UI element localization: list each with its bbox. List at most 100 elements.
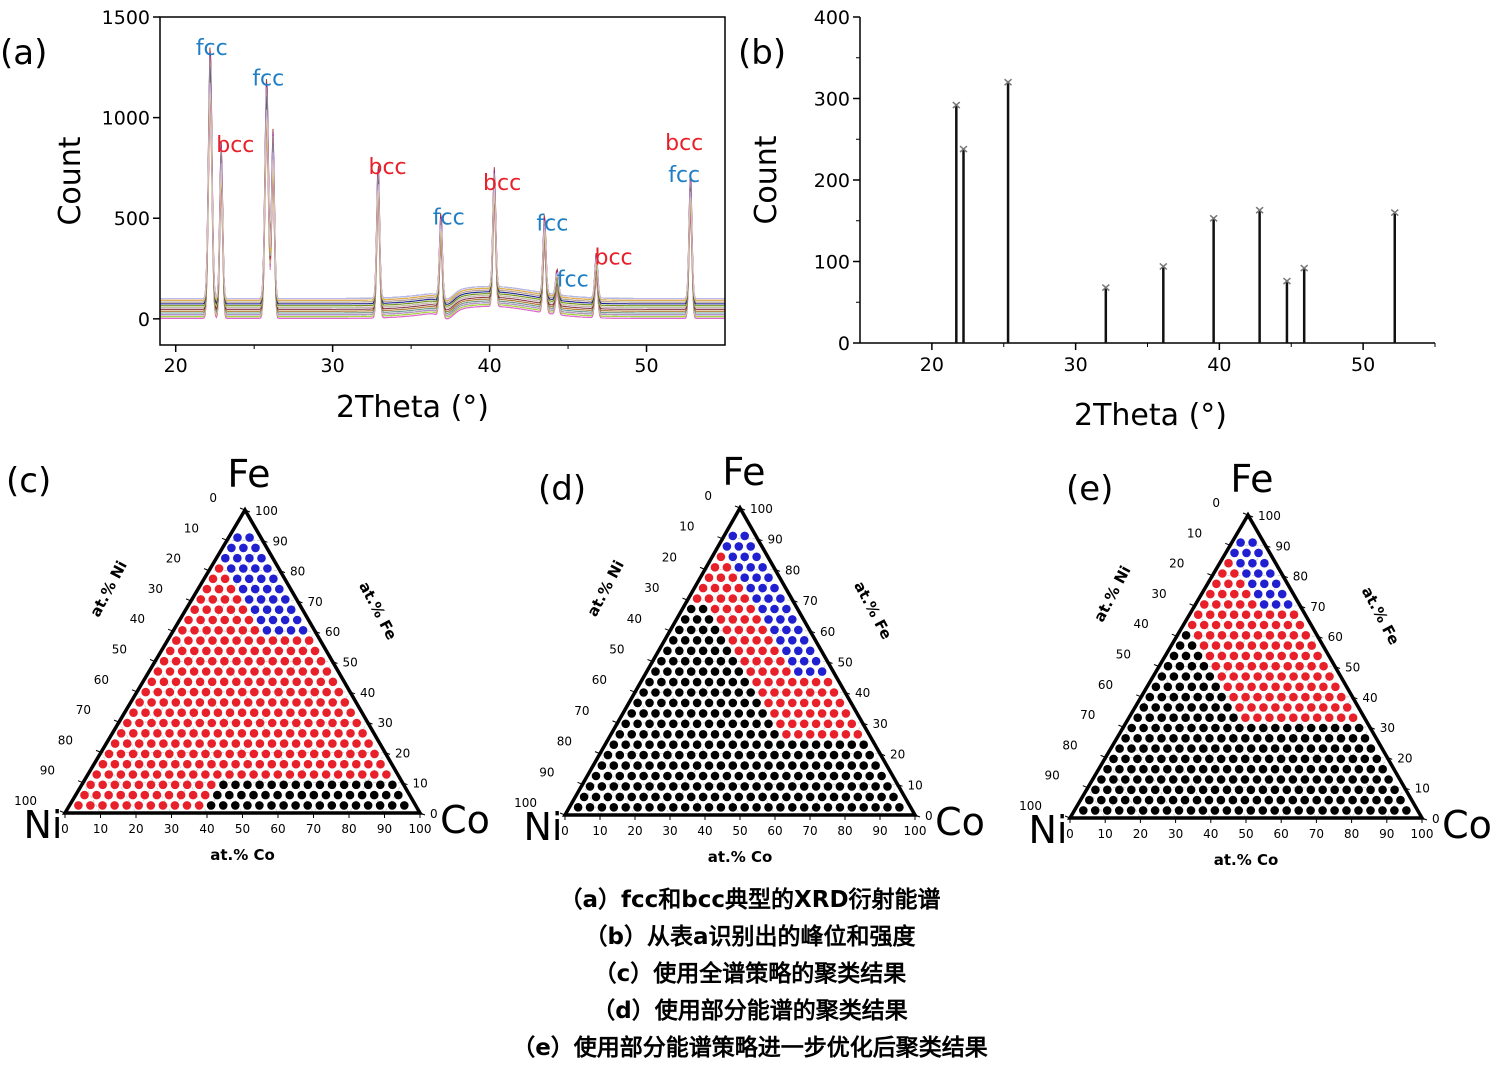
composition-point: [794, 750, 803, 760]
tick-mark: [1136, 694, 1142, 698]
composition-point: [829, 709, 839, 718]
composition-point: [1241, 589, 1251, 599]
composition-point: [1180, 795, 1190, 805]
composition-point: [292, 698, 301, 707]
composition-point: [1294, 785, 1304, 795]
ni-tick-label: 40: [130, 612, 145, 626]
composition-point: [201, 687, 211, 697]
composition-point: [770, 688, 779, 697]
composition-point: [1151, 723, 1160, 733]
composition-point: [710, 730, 720, 739]
composition-point: [255, 718, 265, 728]
composition-point: [805, 667, 815, 676]
ni-tick-label: 70: [574, 704, 589, 718]
composition-point: [1283, 723, 1292, 733]
composition-point: [1259, 661, 1268, 671]
composition-point: [633, 782, 642, 791]
composition-point: [680, 761, 690, 770]
composition-point: [1253, 631, 1263, 640]
peak-label-fcc: fcc: [536, 211, 568, 236]
composition-point: [321, 770, 331, 779]
composition-point: [645, 740, 654, 749]
peak-marker: [1390, 209, 1399, 217]
composition-point: [394, 790, 403, 800]
composition-point: [98, 780, 107, 790]
composition-point: [249, 790, 258, 800]
composition-point: [1234, 764, 1244, 774]
composition-point: [86, 780, 95, 790]
composition-point: [352, 739, 361, 748]
composition-point: [280, 677, 289, 687]
grid-line: [1316, 726, 1371, 819]
composition-point: [645, 782, 654, 791]
fe-tick-label: 80: [785, 563, 800, 577]
co-tick-label: 60: [270, 822, 285, 836]
composition-point: [1319, 703, 1328, 712]
composition-point: [740, 615, 749, 624]
tick-mark: [113, 719, 120, 723]
composition-point: [1175, 661, 1185, 671]
composition-point: [1342, 723, 1352, 733]
composition-point: [853, 771, 863, 781]
composition-point: [1223, 703, 1232, 712]
composition-point: [782, 709, 791, 718]
composition-point: [140, 790, 150, 800]
composition-point: [621, 803, 630, 812]
composition-point: [171, 718, 180, 728]
composition-point: [1145, 775, 1154, 784]
composition-point: [716, 698, 726, 708]
grid-line: [879, 784, 898, 816]
composition-point: [177, 729, 186, 738]
composition-point: [704, 698, 714, 708]
composition-point: [309, 770, 319, 779]
composition-point: [1271, 723, 1280, 733]
composition-point: [1156, 775, 1166, 784]
tick-mark: [1369, 726, 1375, 730]
composition-point: [381, 790, 391, 800]
composition-point: [669, 698, 678, 708]
composition-point: [86, 801, 95, 810]
composition-point: [1150, 785, 1160, 795]
composition-point: [249, 749, 259, 759]
composition-point: [1162, 785, 1172, 795]
composition-point: [1229, 631, 1239, 640]
composition-point: [1145, 754, 1154, 764]
composition-point: [686, 792, 696, 802]
composition-point: [261, 790, 270, 800]
composition-point: [811, 740, 821, 749]
composition-point: [1175, 764, 1184, 774]
tick-mark: [809, 630, 816, 634]
composition-point: [1145, 692, 1155, 702]
composition-point: [639, 771, 648, 781]
composition-point: [805, 709, 815, 718]
composition-point: [219, 759, 228, 769]
composition-point: [1115, 744, 1124, 753]
ni-tick-label: 30: [1151, 587, 1166, 601]
tick-mark: [612, 720, 618, 724]
tick-mark: [1421, 817, 1428, 821]
composition-point: [1318, 723, 1328, 733]
composition-point: [190, 646, 199, 656]
composition-point: [214, 667, 223, 676]
composition-point: [1300, 754, 1310, 764]
composition-point: [799, 740, 809, 749]
composition-point: [1229, 692, 1238, 702]
composition-point: [1163, 723, 1172, 733]
composition-point: [292, 615, 302, 625]
composition-point: [189, 749, 198, 759]
figure-captions: （a）fcc和bcc典型的XRD衍射能谱 （b）从表a识别出的峰位和强度 （c）…: [0, 882, 1500, 1067]
composition-point: [734, 563, 744, 572]
composition-point: [153, 729, 162, 738]
composition-point: [232, 615, 242, 625]
composition-point: [257, 574, 266, 584]
composition-point: [232, 595, 242, 604]
composition-point: [865, 792, 874, 802]
composition-point: [304, 698, 313, 707]
composition-point: [358, 729, 367, 738]
composition-point: [291, 739, 301, 748]
composition-point: [232, 636, 241, 645]
composition-point: [680, 656, 690, 666]
caption-d: （d）使用部分能谱的聚类结果: [592, 998, 908, 1024]
composition-point: [877, 771, 886, 781]
